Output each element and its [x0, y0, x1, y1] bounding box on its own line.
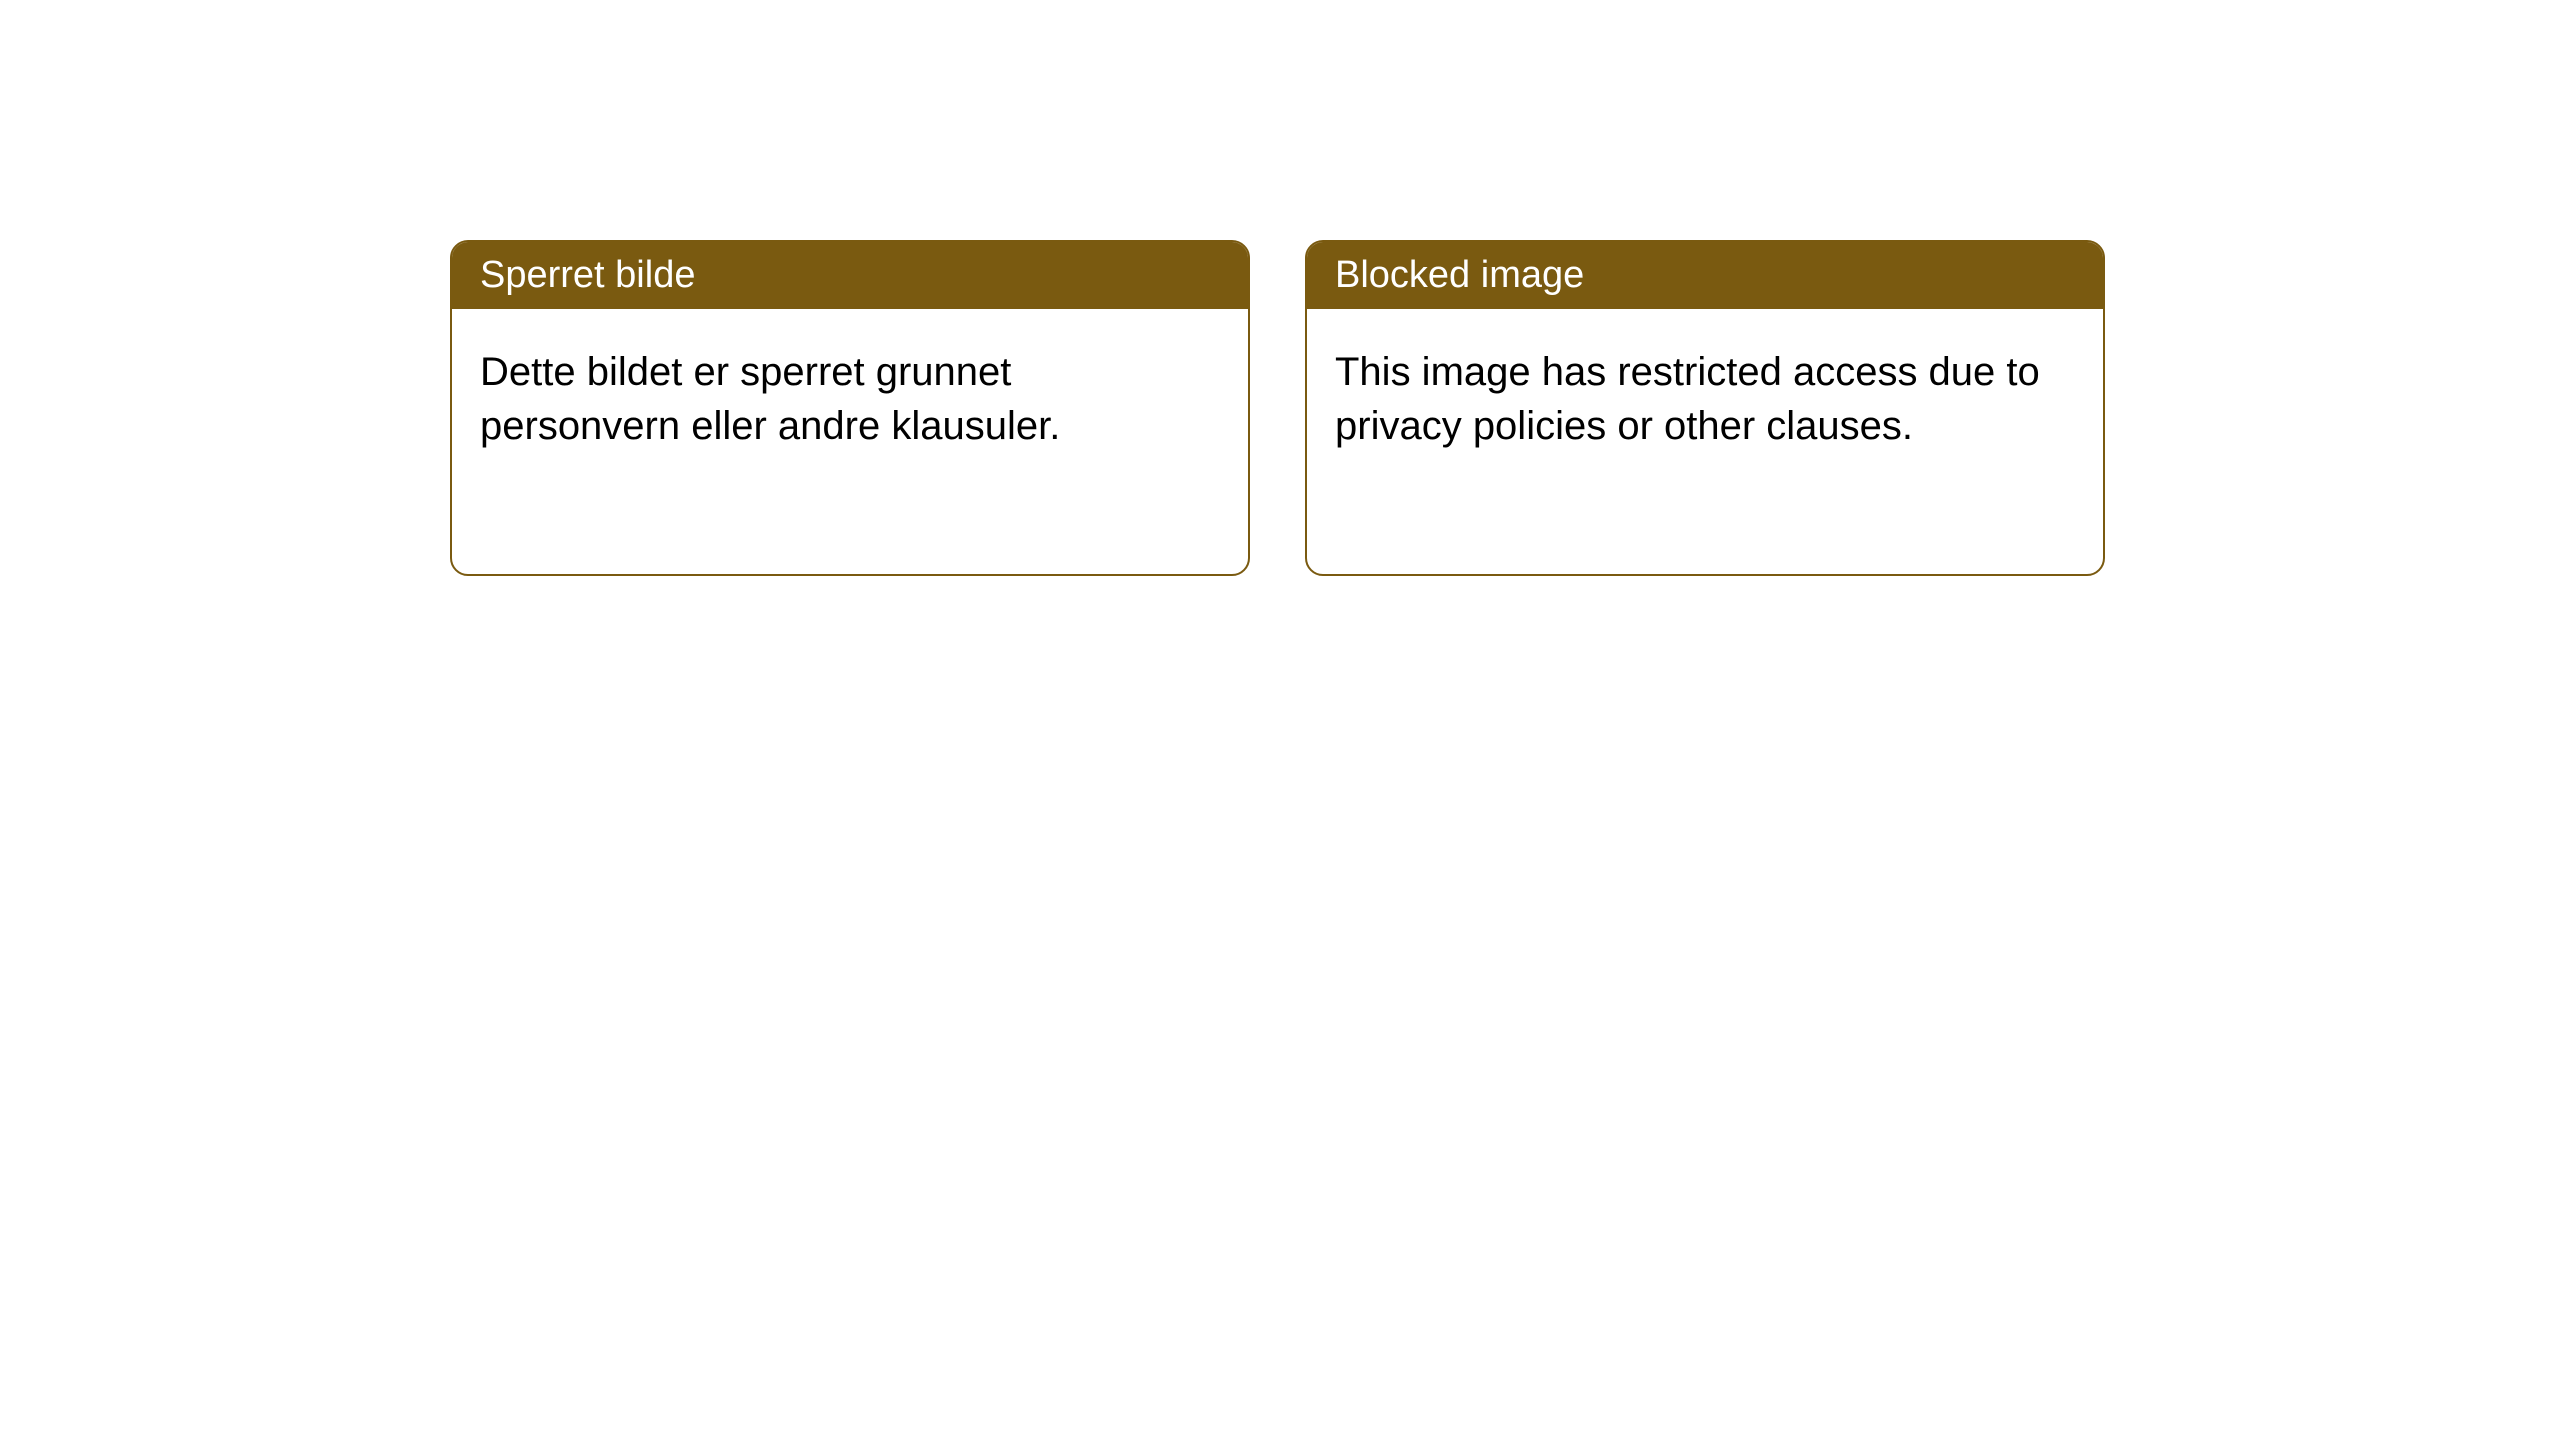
- info-card-norwegian: Sperret bilde Dette bildet er sperret gr…: [450, 240, 1250, 576]
- card-body: Dette bildet er sperret grunnet personve…: [452, 309, 1248, 489]
- cards-container: Sperret bilde Dette bildet er sperret gr…: [450, 240, 2105, 576]
- card-body-text: Dette bildet er sperret grunnet personve…: [480, 350, 1060, 448]
- card-header-text: Sperret bilde: [480, 254, 695, 296]
- card-header: Sperret bilde: [452, 242, 1248, 309]
- card-header: Blocked image: [1307, 242, 2103, 309]
- card-header-text: Blocked image: [1335, 254, 1584, 296]
- info-card-english: Blocked image This image has restricted …: [1305, 240, 2105, 576]
- card-body-text: This image has restricted access due to …: [1335, 350, 2040, 448]
- card-body: This image has restricted access due to …: [1307, 309, 2103, 489]
